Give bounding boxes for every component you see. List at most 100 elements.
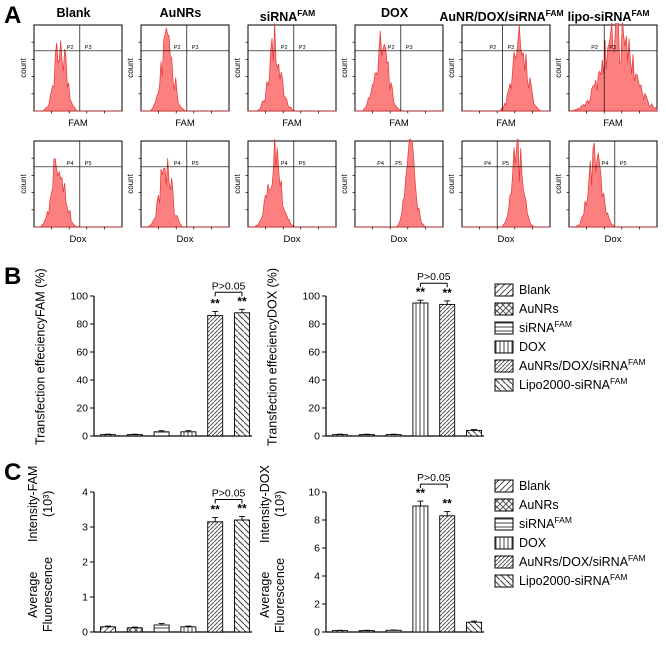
significance-stars: ** [416, 285, 426, 299]
legend-swatch [494, 479, 514, 492]
p-value-label: P>0.05 [212, 280, 246, 292]
gate-label-left: P2 [174, 45, 181, 51]
bar-5 [207, 315, 224, 437]
flow-cytometry-panel: Blank P2 P3 count FAM AuNRs P2 P3 count FAM siRNAF… [20, 4, 664, 243]
p-value-label: P>0.05 [417, 472, 451, 484]
significance-stars: ** [443, 286, 453, 300]
chart-b-dox-ylabel: Transfection effeciency DOX (%) [265, 268, 280, 446]
histogram-peak [34, 158, 122, 228]
gate-label-right: P5 [299, 161, 306, 167]
y-tick-label: 3 [82, 522, 88, 534]
y-tick-label: 60 [76, 347, 88, 359]
legend-label: AuNRs [519, 301, 559, 316]
histogram-peak [248, 23, 336, 112]
gate-label-left: P4 [67, 161, 74, 167]
y-tick-label: 100 [70, 291, 88, 303]
gate-label-right: P5 [502, 161, 509, 167]
gate-label-right: P5 [192, 161, 199, 167]
flow-plot-2-2: P4 P5 count Dox [127, 139, 234, 243]
legend-swatch [494, 359, 514, 372]
flow-column-title: lipo-siRNAFAM [567, 8, 650, 25]
legend-label: siRNAFAM [519, 515, 572, 532]
gate-label-left: P4 [281, 161, 288, 167]
legend-item-2: AuNRs [494, 495, 646, 514]
bar-2 [126, 434, 143, 437]
flow-column-title: DOX [380, 6, 409, 20]
bar-6 [466, 429, 482, 437]
legend-swatch [494, 321, 514, 334]
flow-ylabel: count [20, 57, 28, 77]
y-tick-label: 60 [308, 347, 320, 359]
y-tick-label: 6 [314, 543, 320, 555]
legend-label: Blank [519, 282, 551, 297]
legend-swatch [494, 574, 514, 587]
flow-ylabel: count [127, 173, 135, 193]
histogram-peak [141, 158, 229, 228]
gate-label-left: P2 [388, 45, 395, 51]
flow-xlabel: FAM [175, 118, 195, 127]
flow-histogram-plot: P4 P5 count Dox [555, 140, 658, 243]
y-tick-label: 0 [82, 627, 88, 639]
chart-c-dox: Average Fluorescence Intensity-DOX (10³) 0… [256, 462, 488, 646]
flow-ylabel: count [341, 57, 349, 77]
plot-frame [354, 24, 444, 112]
legend-swatch [494, 340, 514, 353]
bar-4 [412, 505, 429, 633]
legend-label: Lipo2000-siRNAFAM [519, 572, 628, 589]
y-tick-label: 20 [308, 403, 320, 415]
y-tick-label: 40 [76, 375, 88, 387]
legend-item-6: Lipo2000-siRNAFAM [494, 571, 646, 590]
gate-label-left: P2 [281, 45, 288, 51]
legend-item-3: siRNAFAM [494, 318, 646, 337]
flow-histogram-plot: P4 P5 count Dox [127, 140, 230, 243]
y-tick-label: 10 [308, 487, 320, 499]
plot-frame [461, 140, 551, 228]
y-tick-label: 0 [82, 431, 88, 443]
legend-label: DOX [519, 339, 547, 354]
gate-label-right: P3 [299, 45, 306, 51]
panel-c-charts: Average Fluorescence Intensity-FAM (10³) 0… [24, 462, 646, 646]
histogram-peak [34, 40, 122, 112]
significance-stars: ** [416, 486, 426, 500]
flow-histogram-plot: P2 P3 count FAM [448, 24, 551, 127]
y-tick-label: 4 [314, 571, 320, 583]
significance-stars: ** [237, 502, 247, 516]
flow-ylabel: count [555, 173, 563, 193]
bar-1 [100, 434, 116, 437]
y-tick-label: 100 [302, 291, 320, 303]
flow-xlabel: Dox [391, 234, 408, 243]
chart-c-dox-ylabel: Average Fluorescence Intensity-DOX (10³) [258, 465, 287, 633]
y-tick-label: 1 [82, 592, 88, 604]
histogram-peak [569, 23, 658, 112]
histogram-peak [462, 25, 550, 112]
histogram-peak [355, 30, 443, 112]
gate-label-left: P4 [602, 161, 609, 167]
flow-xlabel: FAM [282, 118, 302, 127]
gate-label-left: P2 [67, 45, 74, 51]
flow-ylabel: count [555, 57, 563, 77]
bar-3 [385, 629, 402, 633]
flow-column-title: AuNR/DOX/siRNAFAM [439, 8, 564, 25]
legend-item-6: Lipo2000-siRNAFAM [494, 375, 646, 394]
legend-label: Blank [519, 478, 551, 493]
chart-c-fam: Average Fluorescence Intensity-FAM (10³) 0… [24, 462, 256, 646]
flow-histogram-plot: P2 P3 count FAM [234, 23, 337, 127]
panel-b-label: B [4, 263, 22, 290]
legend-label: siRNAFAM [519, 319, 572, 336]
chart-c-fam-ylabel: Average Fluorescence Intensity-FAM (10³) [26, 465, 55, 633]
y-tick-label: 20 [76, 403, 88, 415]
flow-xlabel: FAM [68, 118, 88, 127]
significance-stars: ** [237, 294, 247, 308]
histogram-peak [141, 27, 229, 112]
bar-3 [153, 624, 170, 633]
panel-b-charts: Transfection effeciency FAM (%) 0 20 40 60 80 1… [24, 266, 646, 450]
flow-row-1: Blank P2 P3 count FAM AuNRs P2 P3 count FAM siRNAF… [20, 4, 664, 127]
panel-c-label: C [4, 459, 22, 486]
bar-chart: 0 2 4 6 8 10 ** ** P>0.05 [308, 472, 484, 639]
flow-xlabel: FAM [496, 118, 516, 127]
histogram-peak [569, 142, 657, 228]
flow-plot-2-3: P4 P5 count Dox [234, 139, 341, 243]
plot-frame [247, 140, 337, 228]
p-value-label: P>0.05 [212, 488, 246, 500]
bar-4 [412, 302, 429, 437]
